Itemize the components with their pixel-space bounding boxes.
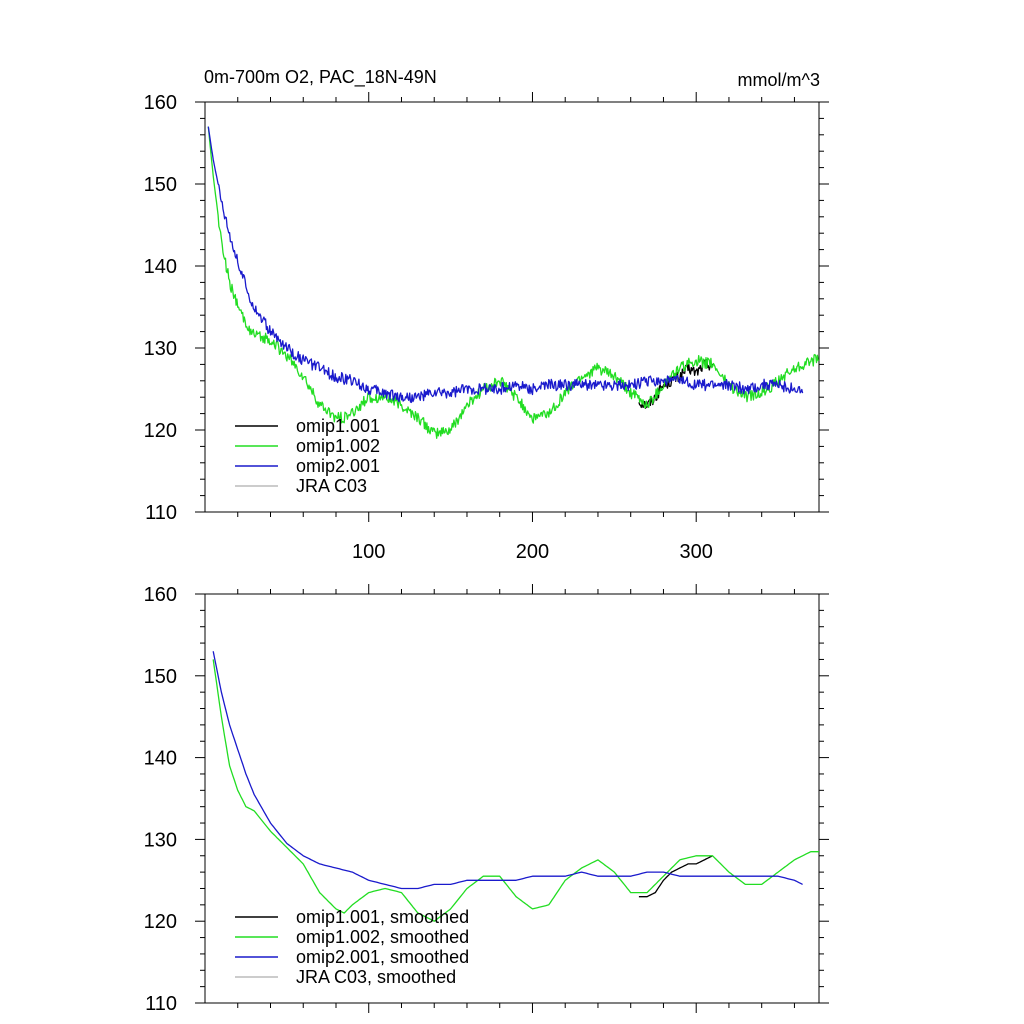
y-tick-label: 130 — [144, 338, 177, 360]
series-line-omip1-001-smoothed — [638, 855, 713, 898]
legend-label: omip2.001, smoothed — [296, 947, 469, 967]
y-tick-label: 160 — [144, 584, 177, 606]
series-line-omip2-001 — [207, 126, 804, 404]
legend-label: JRA C03 — [296, 476, 367, 496]
plot-frame — [204, 593, 820, 1004]
legend-label: JRA C03, smoothed — [296, 967, 456, 987]
plot-frame — [204, 101, 820, 513]
y-tick-label: 110 — [145, 502, 177, 524]
y-tick-label: 130 — [144, 829, 177, 851]
y-tick-label: 160 — [144, 92, 177, 114]
legend-label: omip1.002, smoothed — [296, 927, 469, 947]
legend-label: omip1.001, smoothed — [296, 907, 469, 927]
y-tick-label: 150 — [144, 666, 177, 688]
y-tick-label: 120 — [144, 911, 177, 933]
legend-label: omip1.002 — [296, 436, 380, 456]
legend-label: omip1.001 — [296, 416, 380, 436]
units-label: mmol/m^3 — [738, 70, 820, 90]
x-tick-label: 200 — [516, 541, 549, 563]
x-tick-label: 300 — [680, 541, 713, 563]
x-tick-label: 100 — [352, 541, 385, 563]
y-tick-label: 120 — [144, 420, 177, 442]
series-line-omip1-002-smoothed — [212, 659, 819, 922]
y-tick-label: 140 — [144, 256, 177, 278]
y-tick-label: 110 — [145, 993, 177, 1015]
chart-title: 0m-700m O2, PAC_18N-49N — [204, 67, 437, 88]
legend-label: omip2.001 — [296, 456, 380, 476]
series-line-omip2-001-smoothed — [212, 651, 803, 890]
y-tick-label: 150 — [144, 174, 177, 196]
y-tick-label: 140 — [144, 748, 177, 770]
series-line-omip1-002 — [207, 126, 820, 439]
